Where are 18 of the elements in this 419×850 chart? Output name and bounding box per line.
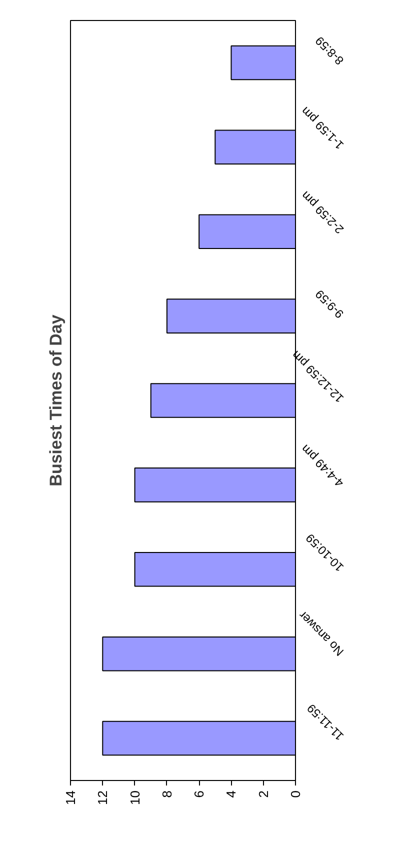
bar — [230, 45, 296, 80]
bar — [166, 298, 296, 334]
x-tick-label: 14 — [63, 790, 78, 805]
x-tick-label: 4 — [224, 790, 239, 798]
bar — [214, 130, 296, 165]
x-tick-label: 12 — [95, 790, 110, 805]
text: Busiest Times of Day — [46, 314, 66, 486]
x-tick-label: 6 — [192, 790, 207, 798]
x-tick-label: 10 — [127, 790, 142, 805]
bar — [134, 468, 296, 502]
x-tick-label: 0 — [288, 790, 303, 798]
bar — [102, 720, 296, 756]
bar — [102, 636, 296, 672]
bar — [134, 552, 296, 587]
x-tick-label: 8 — [159, 790, 174, 798]
bar — [198, 214, 296, 249]
x-tick-label: 2 — [256, 790, 271, 798]
bar — [150, 383, 296, 418]
